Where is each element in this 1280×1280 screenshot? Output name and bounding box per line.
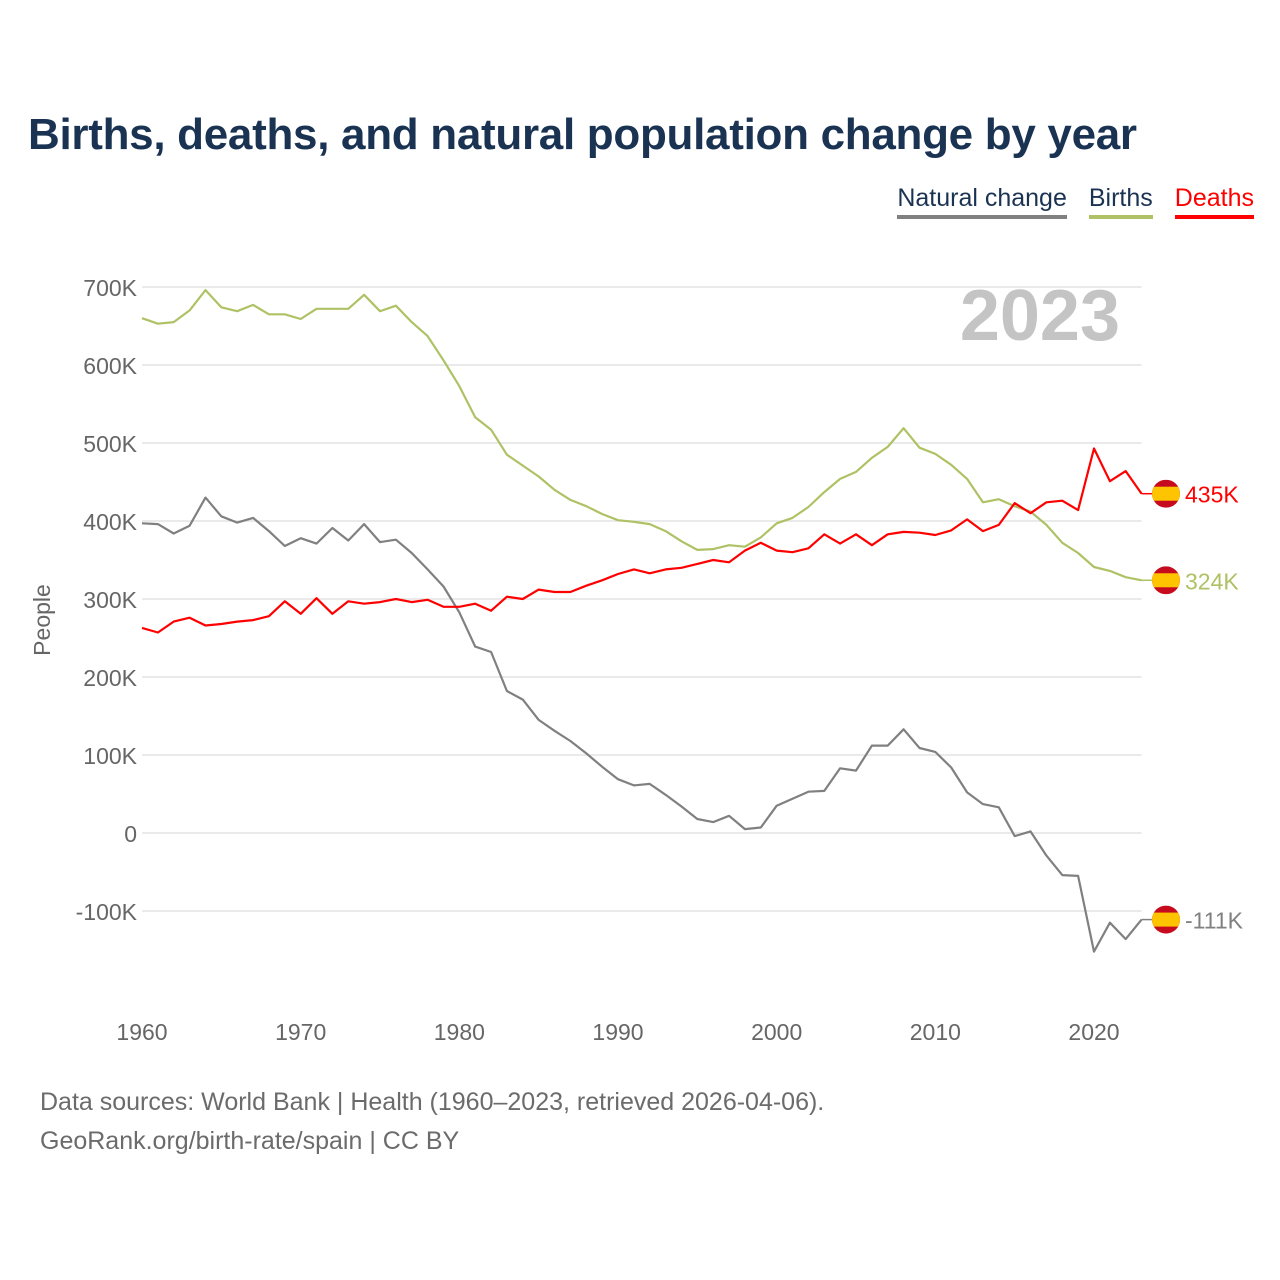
chart-title: Births, deaths, and natural population c… — [28, 110, 1137, 159]
footer-sources: Data sources: World Bank | Health (1960–… — [40, 1088, 825, 1116]
y-axis-label: People — [29, 584, 55, 656]
y-tick-label: 300K — [83, 587, 137, 613]
x-tick-label: 1960 — [116, 1019, 167, 1045]
footer-credit: GeoRank.org/birth-rate/spain | CC BY — [40, 1127, 460, 1155]
series-line-natural-change — [141, 496, 1143, 953]
x-tick-label: 1980 — [434, 1019, 485, 1045]
series-line-births — [141, 289, 1142, 582]
legend: Natural change Births Deaths — [897, 184, 1254, 219]
y-tick-label: 700K — [83, 275, 137, 301]
legend-natural-change[interactable]: Natural change — [897, 184, 1067, 219]
x-tick-label: 2010 — [910, 1019, 961, 1045]
spain-flag-icon — [1152, 479, 1180, 508]
y-tick-label: 0 — [124, 821, 137, 847]
y-tick-label: 400K — [83, 509, 137, 535]
y-tick-label: 100K — [83, 743, 137, 769]
x-tick-label: 2020 — [1068, 1019, 1119, 1045]
end-value-label: -111K — [1185, 908, 1244, 934]
end-value-label: 324K — [1185, 568, 1239, 594]
flag-yellow — [1152, 912, 1180, 927]
flag-yellow — [1152, 486, 1180, 501]
series-line-deaths — [141, 447, 1143, 634]
end-value-label: 435K — [1185, 482, 1239, 508]
y-tick-label: 500K — [83, 431, 137, 457]
x-tick-label: 1990 — [592, 1019, 643, 1045]
legend-deaths[interactable]: Deaths — [1174, 184, 1254, 219]
spain-flag-icon — [1152, 905, 1180, 934]
flag-yellow — [1152, 573, 1180, 588]
x-tick-label: 2000 — [751, 1019, 802, 1045]
x-tick-label: 1970 — [275, 1019, 326, 1045]
year-watermark: 2023 — [960, 276, 1120, 356]
legend-births[interactable]: Births — [1088, 184, 1153, 219]
y-tick-label: 600K — [83, 353, 137, 379]
spain-flag-icon — [1152, 566, 1180, 595]
y-tick-label: 200K — [83, 665, 137, 691]
y-tick-label: -100K — [76, 899, 138, 925]
